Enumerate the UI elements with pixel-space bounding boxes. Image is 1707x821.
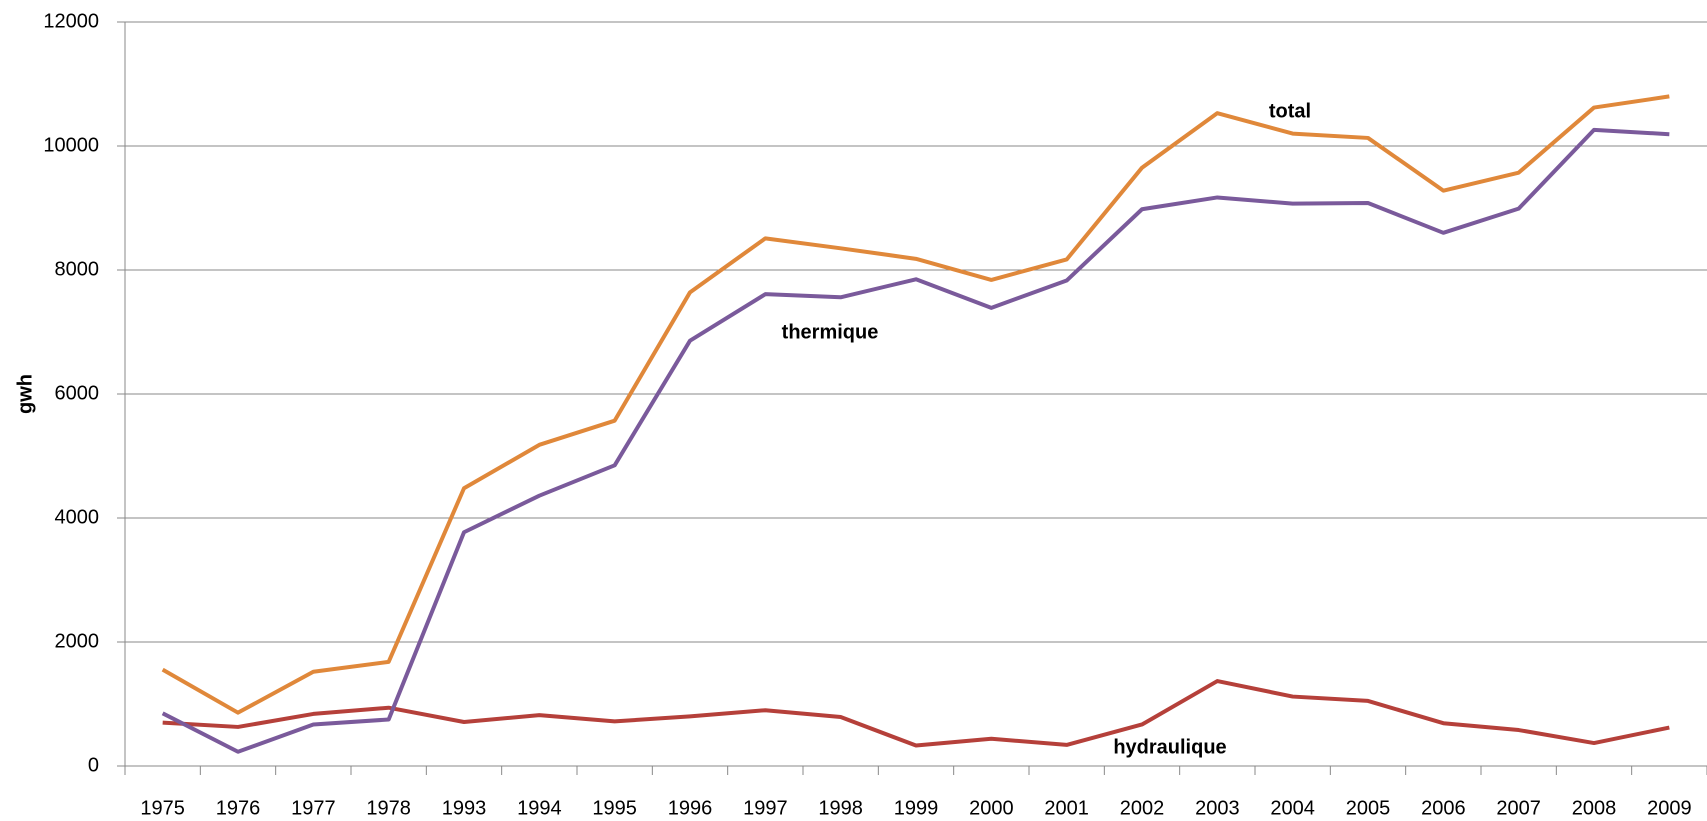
series-label: total — [1269, 100, 1311, 122]
series-label: thermique — [782, 321, 879, 343]
x-tick-label: 2009 — [1647, 797, 1692, 819]
x-tick-label: 2000 — [969, 797, 1014, 819]
x-tick-label: 1993 — [442, 797, 487, 819]
line — [162, 679, 1670, 748]
y-tick-label: 0 — [88, 754, 99, 776]
y-tick-label: 6000 — [55, 382, 100, 404]
x-tick-label: 1977 — [291, 797, 336, 819]
x-tick-label: 1976 — [216, 797, 261, 819]
x-tick-label: 1998 — [818, 797, 863, 819]
y-tick-label: 2000 — [55, 630, 100, 652]
x-tick-label: 2002 — [1120, 797, 1165, 819]
y-tick-label: 12000 — [43, 10, 99, 32]
x-tick-label: 1997 — [743, 797, 788, 819]
line — [161, 94, 1670, 715]
x-tick-label: 2005 — [1346, 797, 1391, 819]
x-tick-label: 2008 — [1572, 797, 1617, 819]
x-tick-label: 2004 — [1270, 797, 1315, 819]
y-axis-label: gwh — [14, 374, 36, 414]
y-tick-label: 4000 — [55, 506, 100, 528]
x-tick-label: 1994 — [517, 797, 562, 819]
x-tick-label: 1999 — [894, 797, 939, 819]
x-tick-label: 1978 — [366, 797, 411, 819]
x-tick-label: 1975 — [140, 797, 185, 819]
y-tick-label: 10000 — [43, 134, 99, 156]
x-tick-label: 1995 — [592, 797, 637, 819]
x-tick-label: 1996 — [668, 797, 713, 819]
x-tick-label: 2007 — [1496, 797, 1541, 819]
series-label: hydraulique — [1113, 736, 1226, 758]
x-tick-label: 2001 — [1044, 797, 1089, 819]
line — [161, 127, 1670, 754]
x-tick-label: 2006 — [1421, 797, 1466, 819]
x-tick-label: 2003 — [1195, 797, 1240, 819]
y-tick-label: 8000 — [55, 258, 100, 280]
